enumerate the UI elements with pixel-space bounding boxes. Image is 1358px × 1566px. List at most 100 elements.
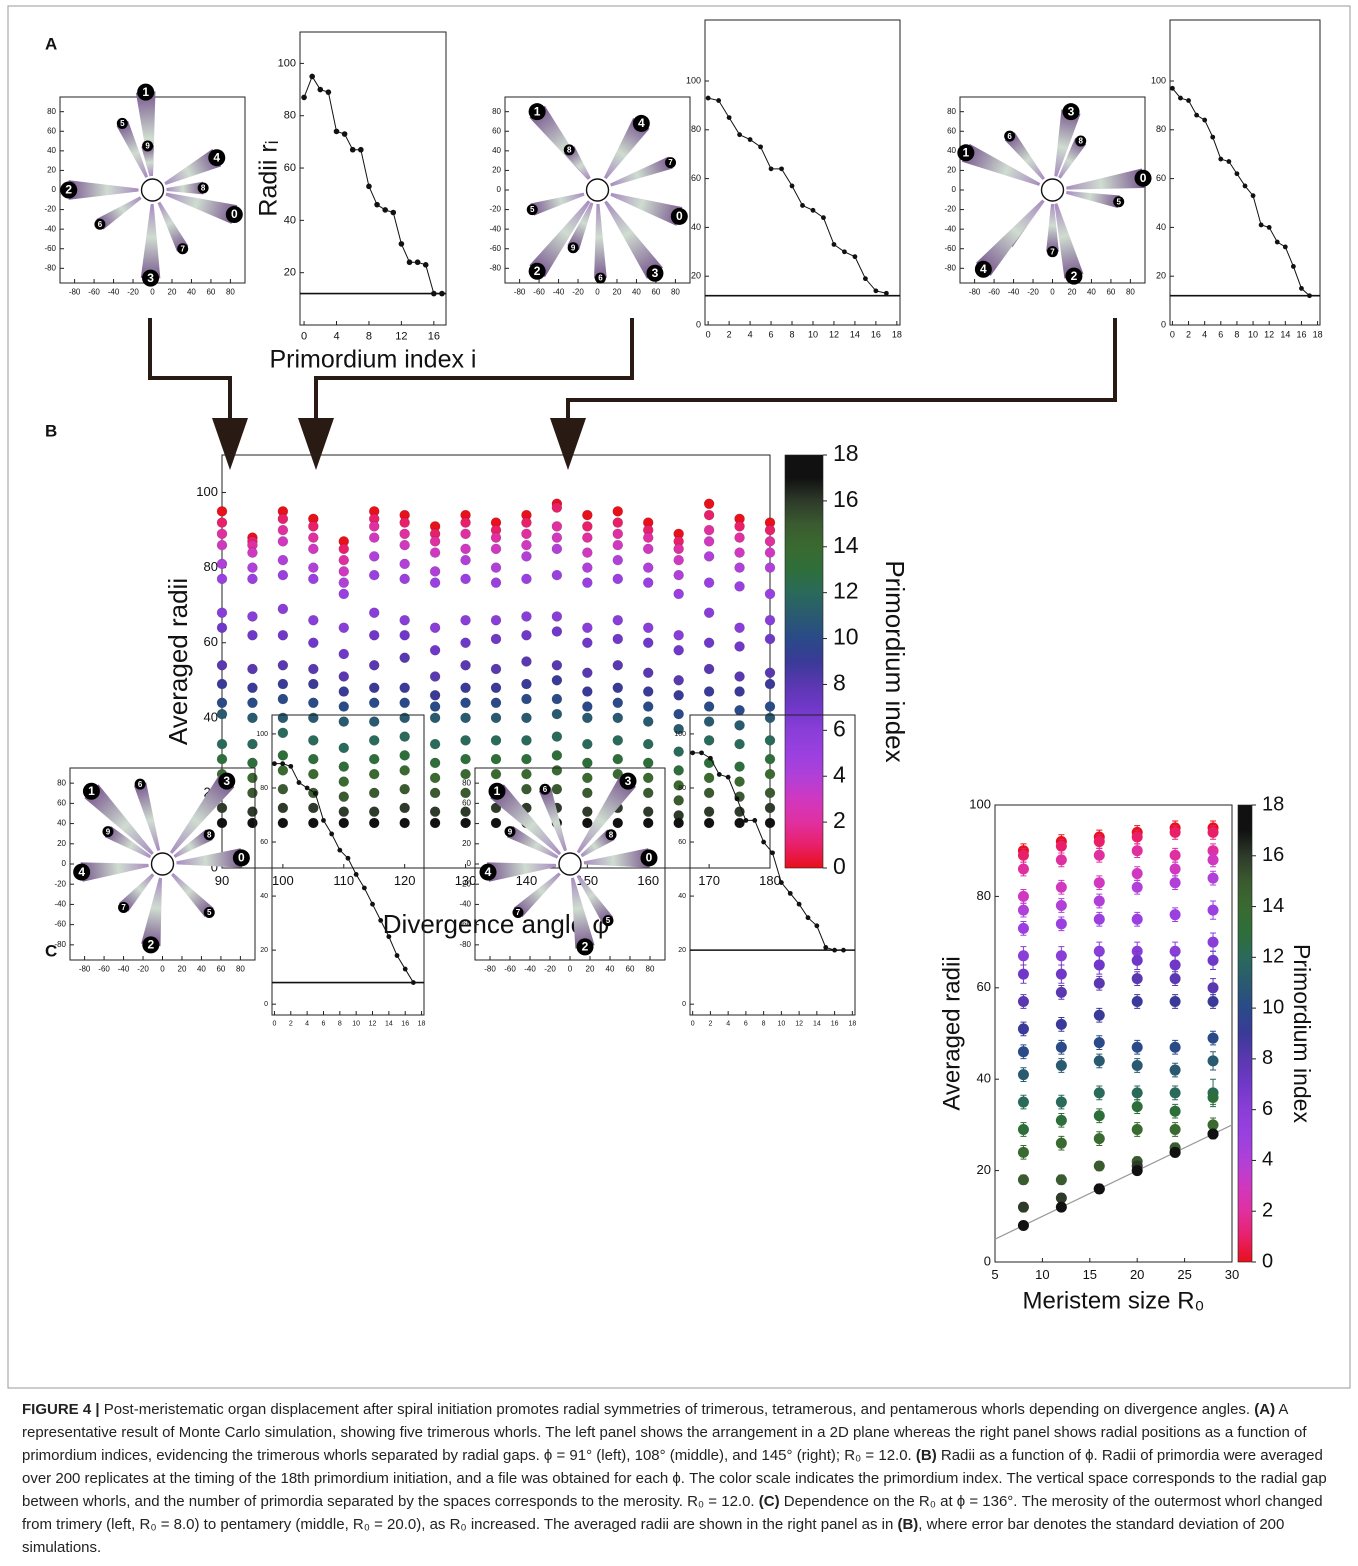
x-tick-label: 6 <box>322 1020 326 1027</box>
caption-text: , where error bar denotes the standard d… <box>22 1516 1285 1556</box>
caption-text: (C) <box>758 1493 780 1510</box>
radius-point <box>301 94 307 101</box>
radius-point <box>673 795 684 806</box>
radius-point <box>582 757 593 769</box>
radius-point <box>399 712 410 724</box>
radius-point <box>673 569 684 581</box>
x-tick-label: -60 <box>533 288 545 297</box>
y-tick-label: -40 <box>44 224 56 233</box>
x-tick-label: 80 <box>236 965 245 974</box>
radius-point <box>1017 950 1029 962</box>
petal-tip <box>134 778 146 790</box>
radius-point <box>1017 849 1029 861</box>
radius-point <box>673 588 684 600</box>
y-tick-label: 100 <box>686 75 701 85</box>
radius-point <box>612 554 624 566</box>
radius-point <box>309 73 315 80</box>
petal <box>104 826 152 859</box>
radius-point <box>1017 1201 1029 1213</box>
petal-tip <box>116 117 128 129</box>
radius-point <box>734 581 745 592</box>
petal-label: 3 <box>652 266 659 280</box>
radius-point <box>338 761 350 772</box>
colorbar-tick-label: 18 <box>1262 793 1284 815</box>
x-tick-label: 4 <box>748 330 753 340</box>
petal-label: 2 <box>582 940 589 954</box>
petal-label: 1 <box>962 145 969 159</box>
radius-point <box>1207 982 1219 994</box>
x-tick-label: 0 <box>595 288 600 297</box>
petal-tip <box>142 269 160 287</box>
radius-point <box>247 806 258 817</box>
x-tick-label: 12 <box>829 330 839 340</box>
radius-point <box>353 872 359 877</box>
radius-point <box>308 697 319 709</box>
petal-label: 3 <box>1068 104 1075 118</box>
radius-point <box>368 787 380 799</box>
radius-point <box>764 802 776 814</box>
radius-point <box>673 780 684 791</box>
radius-point <box>551 660 563 671</box>
y-tick-label: -60 <box>944 244 956 253</box>
caption-text: (B) <box>897 1516 919 1533</box>
radius-point <box>1017 863 1029 875</box>
petal-tip <box>974 260 992 278</box>
petal-label: 6 <box>598 274 603 283</box>
caption-text: A representative result of Monte Carlo s… <box>22 1401 1307 1464</box>
petal-tip <box>1062 103 1080 121</box>
meristem <box>140 178 165 202</box>
x-tick-label: 14 <box>1280 330 1290 340</box>
radius-point <box>642 817 654 829</box>
radius-point <box>216 708 228 720</box>
y-tick-label: 60 <box>1156 173 1166 183</box>
radius-point <box>612 614 624 626</box>
radius-point <box>368 768 380 780</box>
radius-point <box>734 521 745 532</box>
x-tick-label: 40 <box>1087 288 1096 297</box>
radius-point <box>734 776 745 787</box>
y-tick-label: 20 <box>284 267 296 279</box>
radius-point <box>582 509 593 521</box>
x-tick-label: 6 <box>744 1020 748 1027</box>
radius-point <box>429 690 441 701</box>
radius-point <box>764 701 776 712</box>
petal-tip <box>528 103 546 121</box>
petal <box>576 874 614 925</box>
petal <box>961 143 1041 186</box>
radius-point <box>490 697 502 709</box>
petal-label: 3 <box>625 774 632 788</box>
colorbar <box>784 454 824 869</box>
radius-point <box>764 768 776 780</box>
arrow <box>566 318 1117 425</box>
x-tick-label: 60 <box>626 965 635 974</box>
radius-point <box>582 738 593 750</box>
radius-point <box>764 678 776 690</box>
x-tick-label: -80 <box>484 965 496 974</box>
radius-point <box>386 934 392 940</box>
petal-label: 0 <box>231 207 238 221</box>
radius-point <box>703 735 715 746</box>
y-tick-label: 20 <box>47 166 56 175</box>
radius-point <box>703 551 715 562</box>
radius-point <box>1017 1096 1029 1108</box>
y-tick-label: -40 <box>944 224 956 233</box>
x-tick-label: 0 <box>150 288 155 297</box>
x-tick-label: 20 <box>586 965 595 974</box>
x-tick-label: 60 <box>651 288 660 297</box>
radius-point <box>277 536 289 547</box>
radius-point <box>521 611 532 622</box>
radius-point <box>673 723 684 735</box>
radius-point <box>703 637 715 648</box>
petal <box>1054 109 1081 177</box>
petal-tip <box>232 849 250 867</box>
y-tick-label: 80 <box>691 124 701 134</box>
radius-point <box>673 708 684 720</box>
y-tick-label: 40 <box>462 819 471 828</box>
y-tick-label: 20 <box>691 271 701 281</box>
radius-point <box>734 532 745 543</box>
y-tick-label: 40 <box>678 893 686 900</box>
radius-point <box>521 693 532 705</box>
radius-point <box>368 629 380 641</box>
y-tick-label: 100 <box>674 731 686 738</box>
y-tick-label: 100 <box>969 796 991 811</box>
